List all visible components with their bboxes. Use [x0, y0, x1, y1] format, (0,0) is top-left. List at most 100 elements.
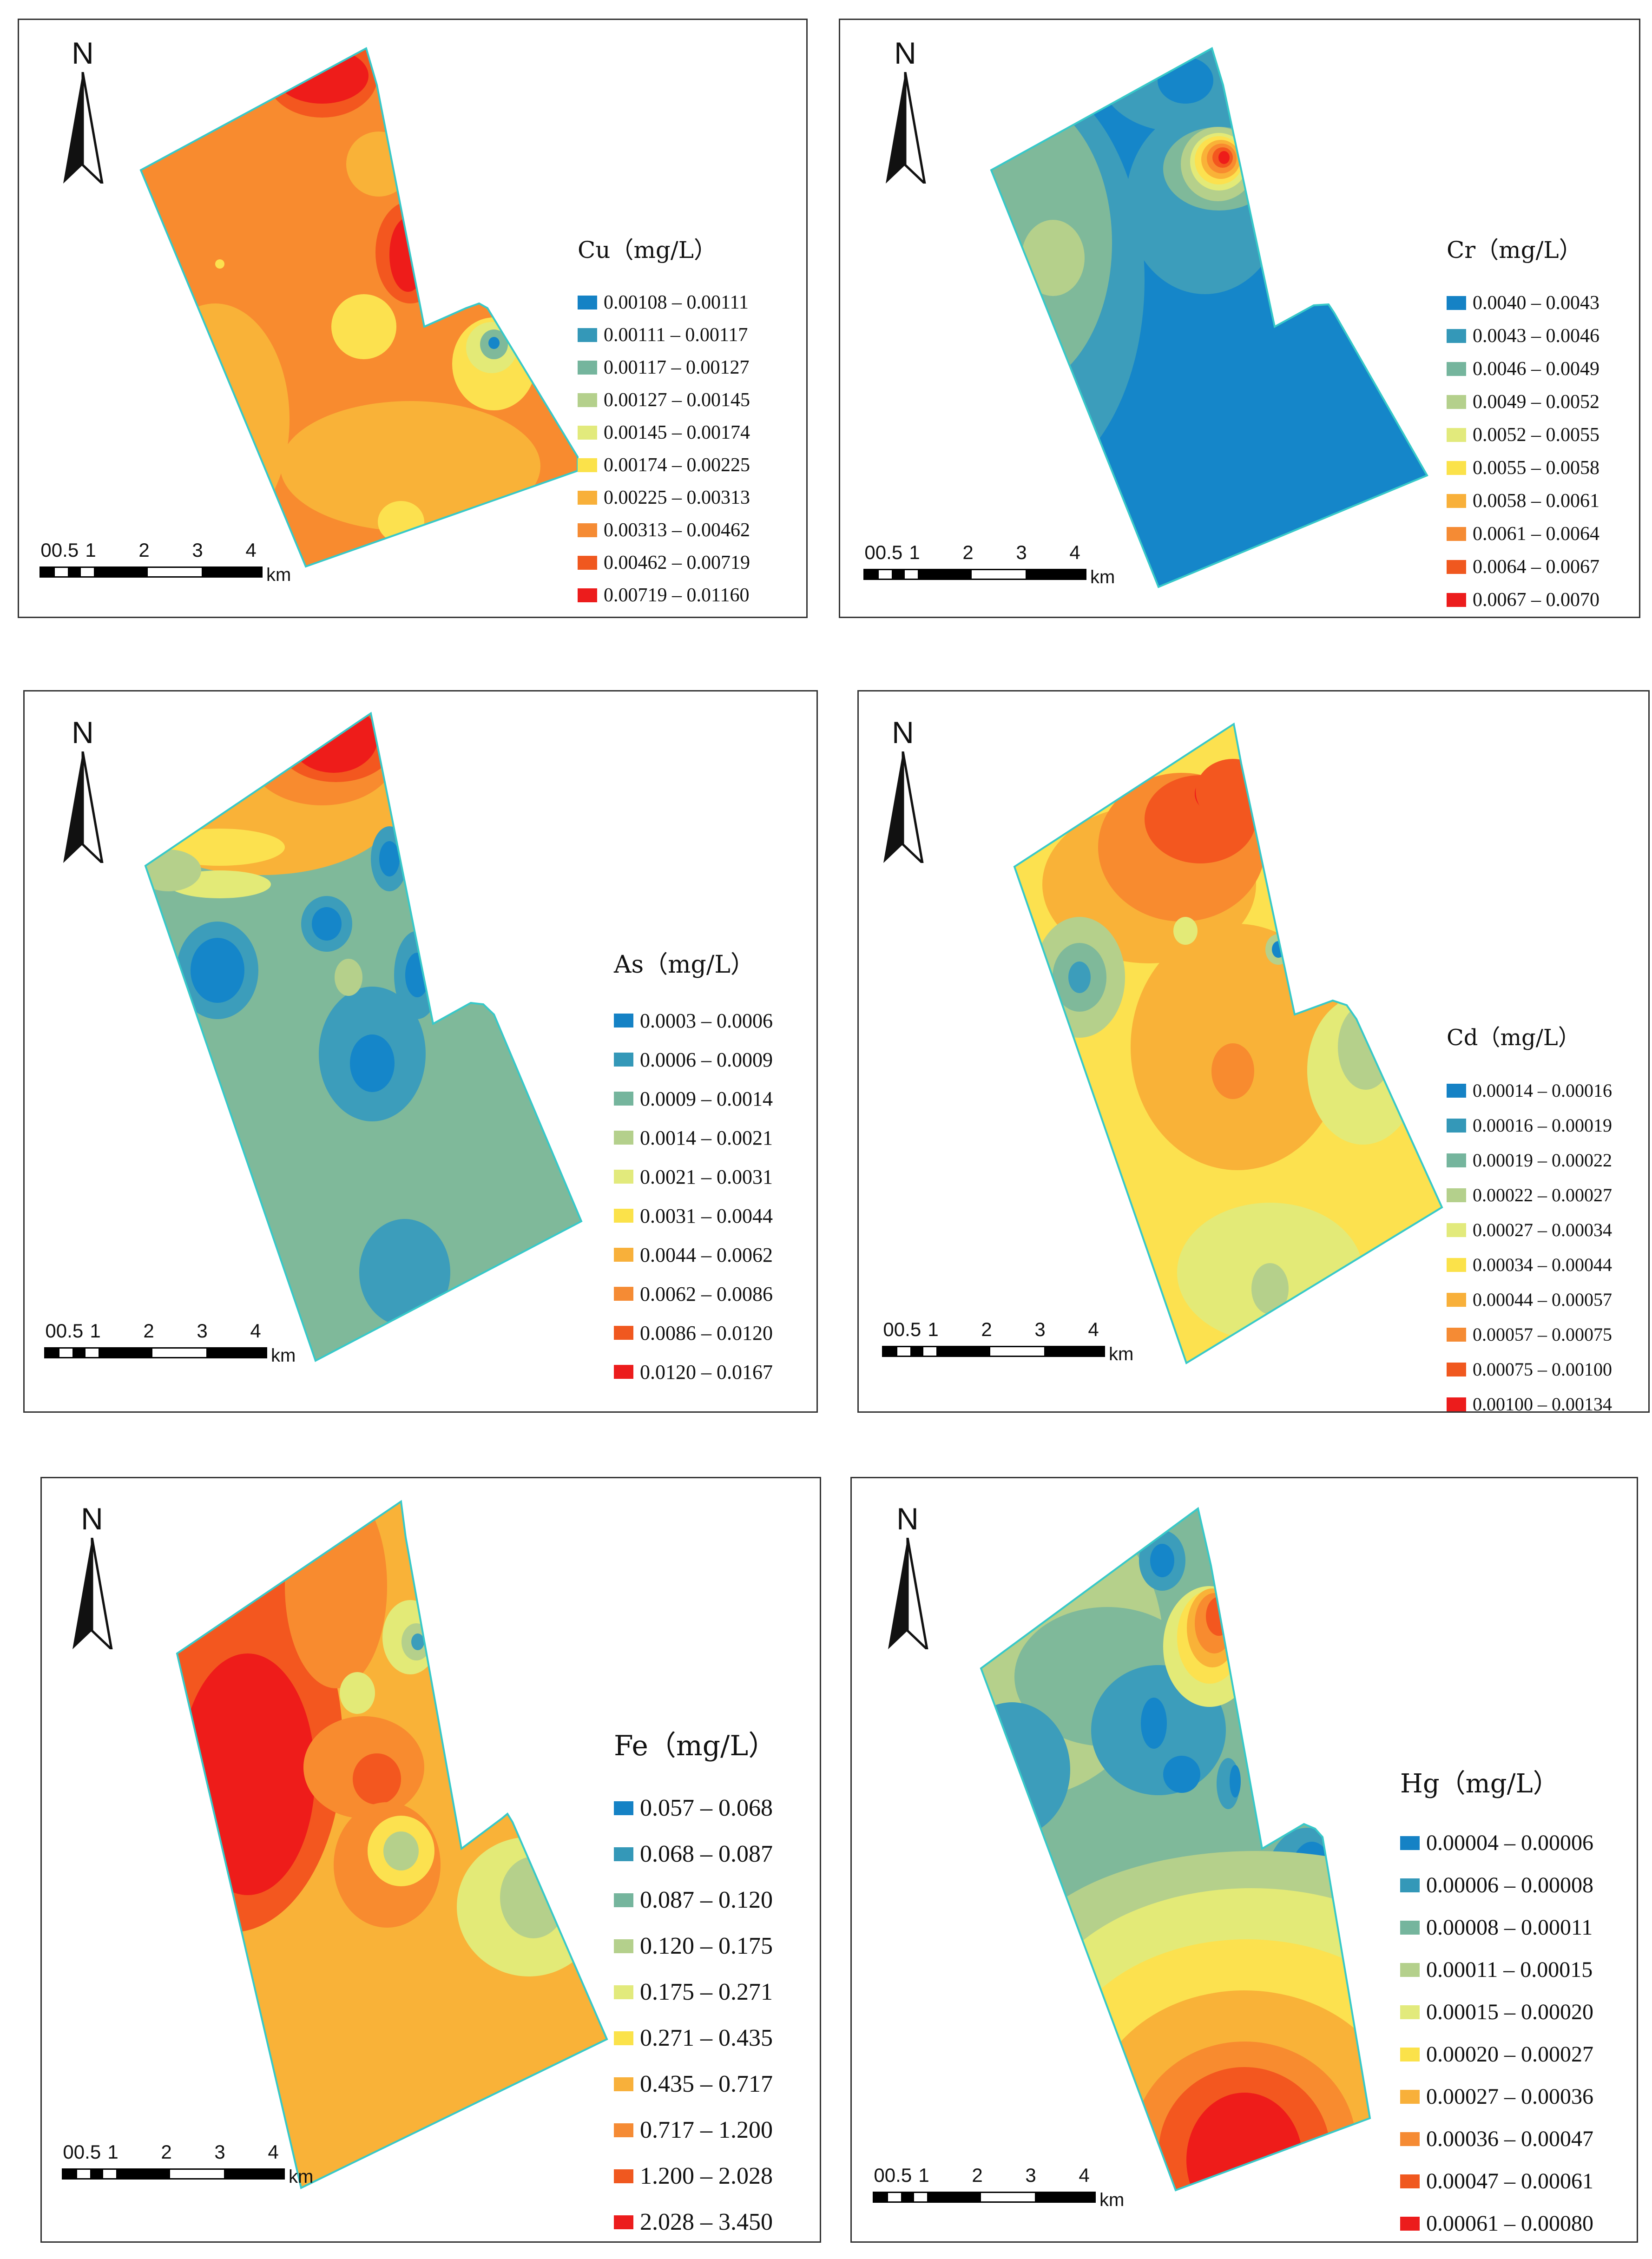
legend-item: 0.717 – 1.200: [614, 2107, 776, 2153]
legend-swatch: [578, 458, 597, 472]
scale-unit: km: [1109, 1344, 1134, 1364]
legend-item: 0.00127 – 0.00145: [578, 384, 750, 416]
legend-title: Cd（mg/L）: [1447, 1025, 1580, 1051]
legend-swatch: [1447, 560, 1466, 574]
legend-label: 0.00111 – 0.00117: [604, 324, 748, 346]
legend-label: 0.00225 – 0.00313: [604, 487, 750, 508]
legend-label: 0.175 – 0.271: [640, 1979, 773, 2005]
scale-tick-label: 4: [268, 2141, 279, 2163]
north-arrow-icon: [63, 751, 104, 863]
contour-map-cu: [139, 47, 579, 568]
concentration-zone: [1338, 1004, 1394, 1090]
legend-label: 0.00034 – 0.00044: [1473, 1254, 1612, 1275]
legend-label: 0.087 – 0.120: [640, 1887, 773, 1913]
legend-swatch: [1400, 1836, 1420, 1850]
concentration-zone: [180, 1653, 315, 1895]
legend-swatch: [1447, 1118, 1466, 1133]
concentration-zone: [276, 48, 369, 104]
legend-label: 0.00044 – 0.00057: [1473, 1289, 1612, 1310]
legend-item: 0.00036 – 0.00047: [1400, 2118, 1593, 2160]
scale-unit: km: [266, 565, 291, 585]
scale-tick-label: 4: [1069, 541, 1080, 563]
legend-item: 0.0009 – 0.0014: [614, 1079, 773, 1118]
scale-tick-label: 0: [63, 2141, 74, 2163]
legend-label: 0.0120 – 0.0167: [640, 1360, 773, 1383]
study-area-boundary: [176, 1500, 608, 2189]
scale-tick-label: 3: [192, 539, 203, 561]
legend-label: 0.00117 – 0.00127: [604, 357, 750, 378]
scale-bar-segments: [882, 1346, 1105, 1357]
concentration-zone: [441, 1693, 454, 1707]
map-panel-cu: N Cu（mg/L） 0.00108 – 0.00111 0.00111 – 0.00…: [18, 19, 808, 618]
legend-swatch: [614, 2215, 633, 2229]
legend-item: 0.00117 – 0.00127: [578, 351, 750, 384]
concentration-zone: [981, 1702, 1070, 1837]
scale-tick-label: 0.5: [894, 1318, 921, 1340]
legend-swatch: [614, 1893, 633, 1907]
legend-label: 0.00061 – 0.00080: [1426, 2211, 1593, 2236]
legend-swatch: [614, 2031, 633, 2045]
legend-swatch: [578, 523, 597, 537]
legend-swatch: [578, 491, 597, 505]
legend-label: 0.0061 – 0.0064: [1473, 523, 1599, 545]
legend-label: 0.271 – 0.435: [640, 2025, 773, 2051]
map-panel-fe: N Fe（mg/L） 0.057 – 0.068 0.068 – 0.087 0.087…: [40, 1477, 821, 2243]
scale-bar: 0 0.5 1 2 3 4 km: [44, 1320, 332, 1367]
concentration-zone: [350, 1034, 395, 1092]
scale-tick-label: 1: [90, 1320, 101, 1342]
scale-unit: km: [1099, 2190, 1125, 2210]
legend-swatch: [614, 1053, 633, 1067]
legend-swatch: [1447, 1292, 1466, 1307]
legend-swatch: [1447, 1362, 1466, 1376]
concentration-zone: [1186, 2093, 1303, 2190]
concentration-zone: [411, 1633, 424, 1650]
scale-tick-label: 2: [981, 1318, 992, 1340]
legend-cu: Cu（mg/L） 0.00108 – 0.00111 0.00111 – 0.001…: [578, 231, 750, 612]
scale-tick-label: 2: [138, 539, 150, 561]
legend-label: 0.00174 – 0.00225: [604, 454, 750, 476]
concentration-zone: [1211, 1043, 1254, 1099]
legend-label: 0.0044 – 0.0062: [640, 1243, 773, 1266]
concentration-zone: [145, 850, 201, 891]
scale-tick-label: 3: [1025, 2164, 1036, 2186]
legend-label: 0.00027 – 0.00034: [1473, 1219, 1612, 1240]
legend-label: 0.0040 – 0.0043: [1473, 292, 1599, 314]
legend-item: 0.068 – 0.087: [614, 1831, 776, 1877]
scale-tick-label: 0.5: [56, 1320, 84, 1342]
scale-bar-segments: [62, 2168, 285, 2180]
legend-swatch: [1447, 362, 1466, 376]
concentration-zone: [1173, 917, 1198, 945]
concentration-zone: [359, 1219, 450, 1326]
scale-tick-label: 3: [197, 1320, 208, 1342]
legend-swatch: [614, 1014, 633, 1027]
legend-label: 0.00462 – 0.00719: [604, 552, 750, 573]
legend-label: 0.00075 – 0.00100: [1473, 1359, 1612, 1380]
scale-tick-label: 1: [85, 539, 96, 561]
contour-map-hg: [980, 1507, 1371, 2192]
legend-swatch: [614, 1985, 633, 1999]
scale-bar: 0 0.5 1 2 3 4 km: [873, 2165, 1161, 2211]
scale-tick-label: 0: [40, 539, 52, 561]
scale-tick-label: 4: [1079, 2164, 1090, 2186]
concentration-zone: [353, 1753, 401, 1805]
legend-swatch: [578, 556, 597, 570]
legend-swatch: [1400, 1920, 1420, 1935]
legend-label: 0.00047 – 0.00061: [1426, 2169, 1593, 2193]
legend-item: 0.175 – 0.271: [614, 1969, 776, 2015]
legend-item: 0.00027 – 0.00034: [1447, 1212, 1612, 1247]
scale-tick-label: 3: [214, 2141, 225, 2163]
legend-item: 0.0055 – 0.0058: [1447, 451, 1599, 484]
legend-item: 0.0046 – 0.0049: [1447, 352, 1599, 385]
north-arrow-icon: [888, 1538, 928, 1649]
legend-item: 1.200 – 2.028: [614, 2153, 776, 2199]
legend-swatch: [1447, 461, 1466, 475]
legend-label: 0.00036 – 0.00047: [1426, 2127, 1593, 2151]
north-label: N: [81, 1502, 103, 1536]
legend-hg: Hg（mg/L） 0.00004 – 0.00006 0.00006 – 0.000…: [1400, 1763, 1593, 2245]
legend-label: 0.0009 – 0.0014: [640, 1087, 773, 1110]
legend-swatch: [614, 1287, 633, 1301]
concentration-zone: [1218, 151, 1230, 164]
legend-item: 0.00014 – 0.00016: [1447, 1073, 1612, 1108]
legend-item: 0.00044 – 0.00057: [1447, 1282, 1612, 1317]
scale-tick-label: 0.5: [875, 541, 903, 563]
